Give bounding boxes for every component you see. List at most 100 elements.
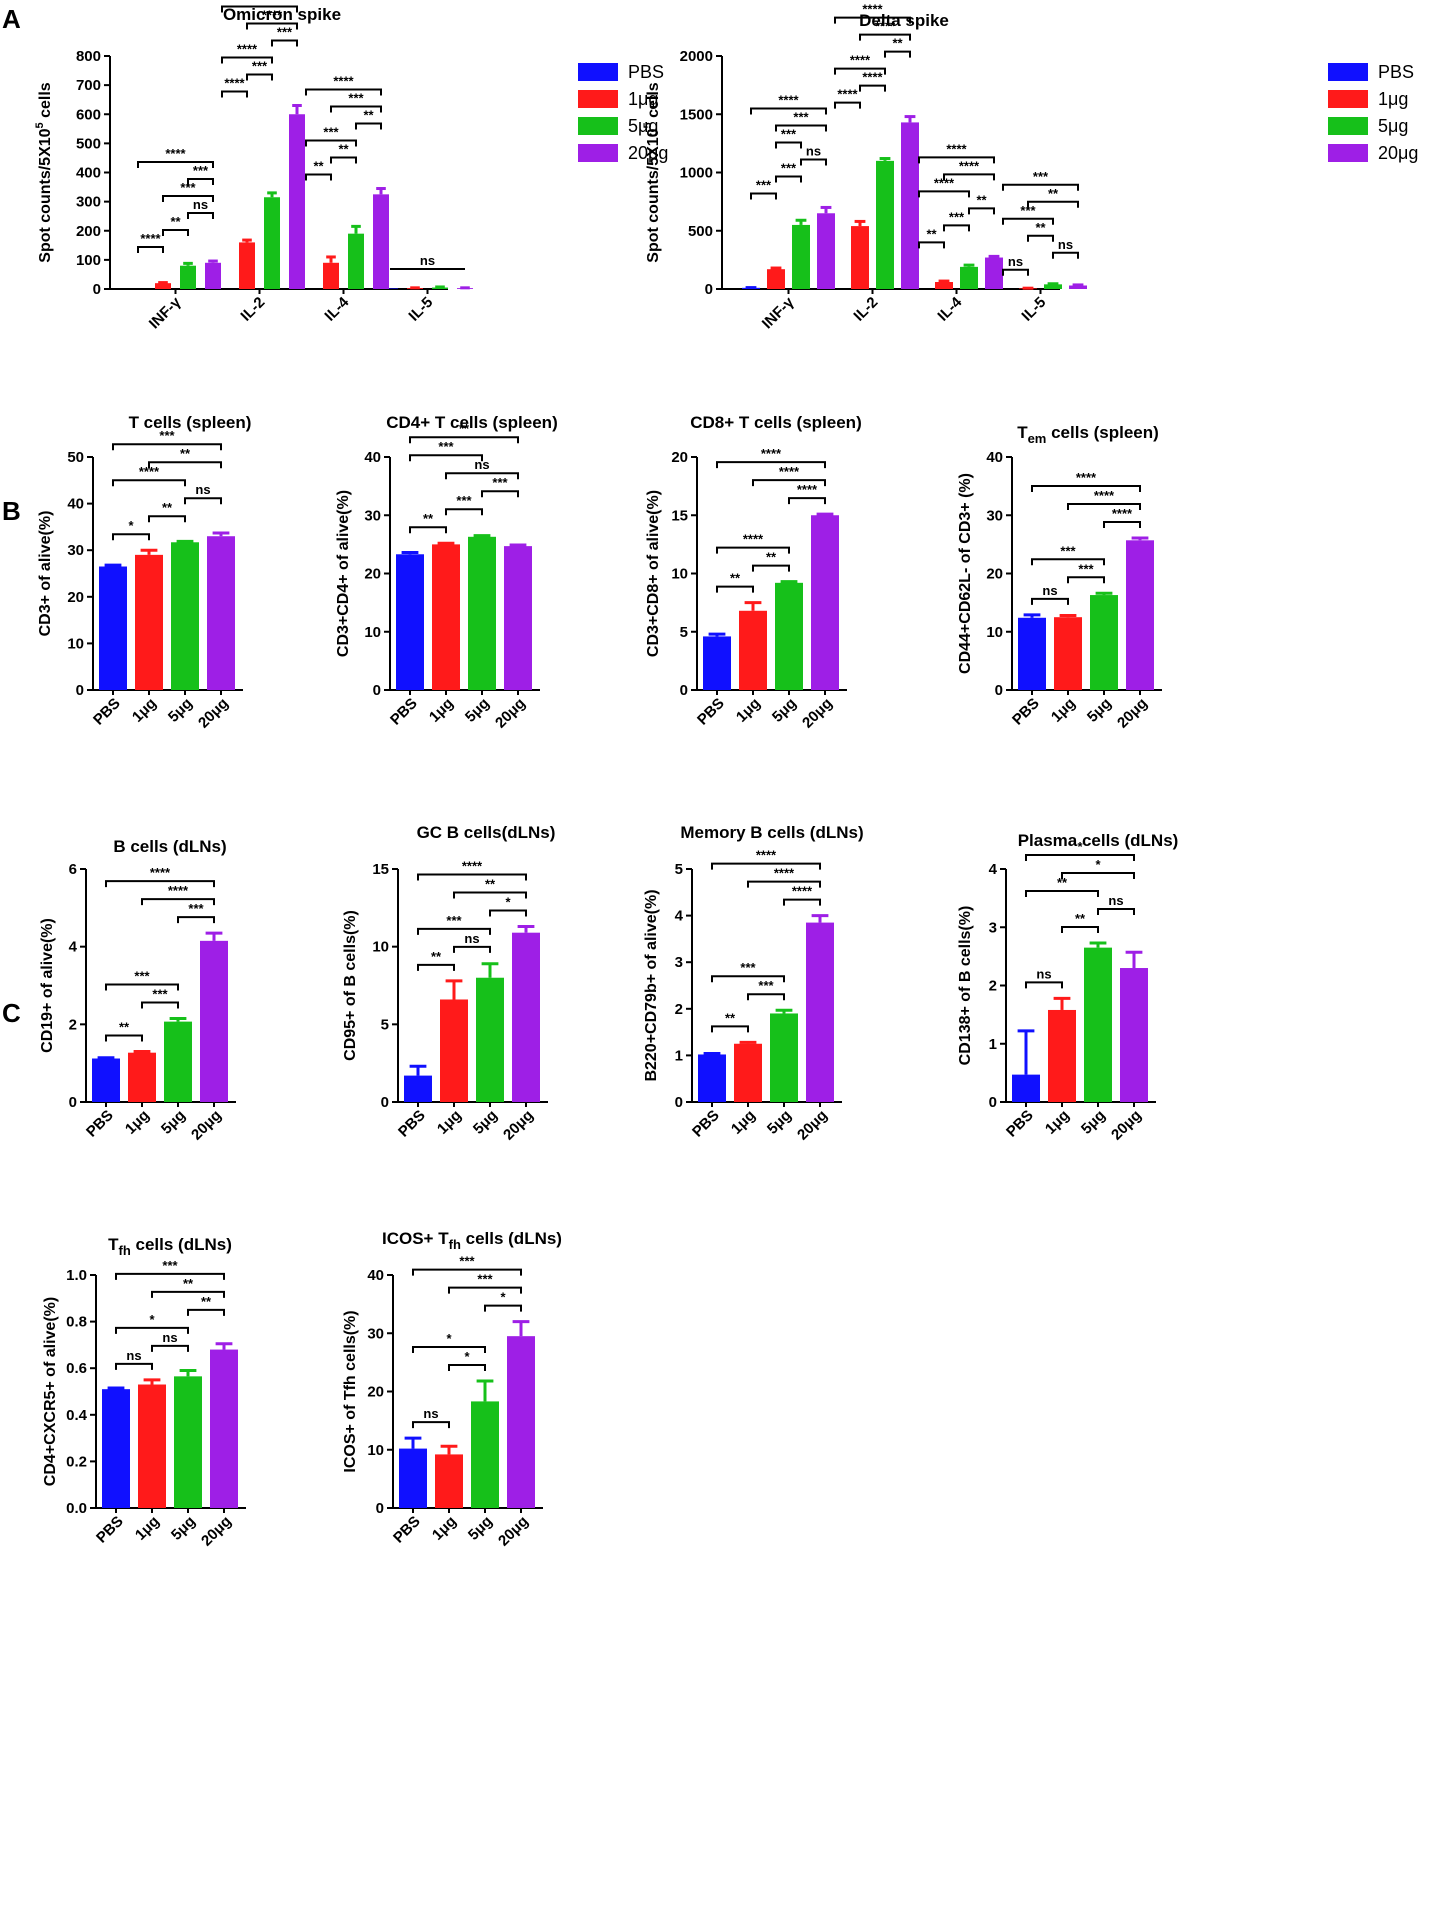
cd4-12-sig-label: *** [456, 493, 472, 508]
tfh-y-tick-label: 1.0 [66, 1267, 87, 1284]
delta-2-sig-label: **** [959, 158, 980, 173]
tfh-title-main: T [108, 1235, 119, 1254]
tem-x-tick-label: 1μg [1048, 695, 1079, 726]
cd4-12-sig-bracket [445, 508, 483, 516]
plasma-x-tick-label: PBS [1003, 1107, 1037, 1141]
plasma-y-tick-label: 2 [989, 978, 997, 995]
icos-y-tick-label: 10 [367, 1442, 384, 1459]
omicron-2-sig-bracket [330, 156, 357, 164]
omicron-bar-2-2 [348, 233, 364, 289]
tcells-02-sig-bracket [112, 479, 186, 487]
cd4-y-tick-label: 30 [364, 507, 381, 524]
delta-bar-3-2 [1044, 284, 1062, 289]
tfh-y-label: CD4+CXCR5+ of alive(%) [42, 1297, 59, 1486]
delta-1-sig-label: **** [837, 87, 858, 102]
cd8-03-sig-bracket [716, 461, 826, 469]
tfh-y-tick-label: 0.8 [66, 1314, 87, 1331]
cd8-y-tick-label: 0 [680, 682, 688, 699]
memb-x-tick-label: 20μg [794, 1107, 831, 1144]
plasma-y-tick-label: 4 [989, 861, 998, 878]
icos-02-sig-label: * [446, 1331, 452, 1346]
tcells-y-label: CD3+ of alive(%) [37, 511, 54, 637]
icos-title-sub: fh [449, 1237, 461, 1252]
cd4-bar-2 [468, 536, 496, 690]
delta-0-sig-label: ns [806, 143, 821, 158]
legend-omicron-swatch [578, 144, 618, 162]
cd4-bar-0 [396, 554, 424, 690]
tfh-y-tick-label: 0.6 [66, 1360, 87, 1377]
delta-3-sig-label: ** [1035, 220, 1046, 235]
gcb-y-tick-label: 5 [381, 1016, 389, 1033]
tem-bar-3 [1126, 540, 1154, 690]
tcells-02-sig-label: **** [139, 464, 160, 479]
gcb-y-label: CD95+ of B cells(%) [342, 910, 359, 1061]
delta-0-sig-bracket [775, 124, 827, 132]
gcb-02-sig-label: *** [446, 913, 462, 928]
tfh-title: Tfh cells (dLNs) [108, 1235, 232, 1258]
icos-13-sig-label: *** [477, 1272, 493, 1287]
plasma-13-sig-label: * [1095, 857, 1101, 872]
delta-y-label: Spot counts/5X105 cells [642, 82, 662, 263]
delta-bar-2-1 [935, 282, 953, 289]
icos-13-sig-bracket [448, 1286, 522, 1294]
gcb-03-sig-bracket [417, 873, 527, 881]
icos-y-tick-label: 20 [367, 1384, 384, 1401]
icos-12-sig-bracket [448, 1364, 486, 1372]
gcb-02-sig-bracket [417, 927, 491, 935]
delta-1-sig-label: **** [875, 19, 896, 34]
cd4-01-sig-label: ** [423, 511, 434, 526]
delta-3-sig-bracket [1027, 234, 1054, 242]
icos-y-tick-label: 0 [376, 1500, 384, 1517]
tcells-x-tick-label: 20μg [195, 695, 232, 732]
delta-1-sig-bracket [859, 84, 886, 92]
delta-3-sig-label: *** [1033, 169, 1049, 184]
bcells-x-tick-label: 20μg [188, 1107, 225, 1144]
tcells-13-sig-bracket [148, 461, 222, 469]
omicron-y-tick-label: 200 [76, 223, 101, 240]
omicron-x-tick-label: IL-5 [405, 294, 436, 325]
tem-title-sub: em [1028, 431, 1047, 446]
cd4-01-sig-bracket [409, 526, 447, 534]
icos-bar-1 [435, 1454, 463, 1508]
delta-2-sig-bracket [918, 241, 945, 249]
memb-y-tick-label: 2 [675, 1001, 683, 1018]
gcb-12-sig-label: ns [464, 931, 479, 946]
tfh-02-sig-label: * [149, 1312, 155, 1327]
legend-delta-label: 20μg [1378, 143, 1418, 163]
omicron-y-label: Spot counts/5X105 cells [34, 82, 54, 263]
bcells-01-sig-label: ** [119, 1020, 130, 1035]
icos-y-tick-label: 40 [367, 1267, 384, 1284]
cd4-13-sig-bracket [445, 472, 519, 480]
delta-2-sig-label: ** [926, 226, 937, 241]
bcells-03-sig-bracket [105, 880, 215, 888]
delta-2-sig-label: **** [934, 175, 955, 190]
tem-13-sig-label: **** [1094, 488, 1115, 503]
tfh-y-tick-label: 0.4 [66, 1407, 88, 1424]
plasma-23-sig-label: ns [1108, 893, 1123, 908]
memb-x-tick-label: 1μg [728, 1107, 759, 1138]
delta-1-sig-bracket [834, 101, 861, 109]
omicron-bar-1-3 [289, 114, 305, 289]
memb-x-tick-label: PBS [689, 1107, 723, 1141]
gcb-23-sig-bracket [489, 909, 527, 917]
gcb-title: GC B cells(dLNs) [417, 823, 556, 842]
omicron-y-tick-label: 600 [76, 106, 101, 123]
delta-2-sig-label: *** [949, 209, 965, 224]
plasma-bar-3 [1120, 968, 1148, 1102]
gcb-y-tick-label: 15 [372, 861, 389, 878]
omicron-2-sig-label: **** [333, 74, 354, 89]
delta-y-tick-label: 2000 [680, 48, 713, 65]
delta-3-sig-bracket [1052, 251, 1079, 259]
tem-x-tick-label: PBS [1009, 695, 1043, 729]
cd8-13-sig-bracket [752, 479, 826, 487]
delta-1-sig-label: **** [862, 2, 883, 17]
omicron-y-label-main: Spot counts/5X10 [37, 128, 54, 262]
icos-bar-2 [471, 1401, 499, 1508]
cd4-x-tick-label: 5μg [462, 695, 493, 726]
tfh-13-sig-label: ** [183, 1276, 194, 1291]
plasma-x-tick-label: 1μg [1042, 1107, 1073, 1138]
tem-02-sig-bracket [1031, 558, 1105, 566]
legend-omicron-label: PBS [628, 62, 664, 82]
omicron-1-sig-label: *** [252, 59, 268, 74]
tfh-x-tick-label: 1μg [132, 1513, 163, 1544]
